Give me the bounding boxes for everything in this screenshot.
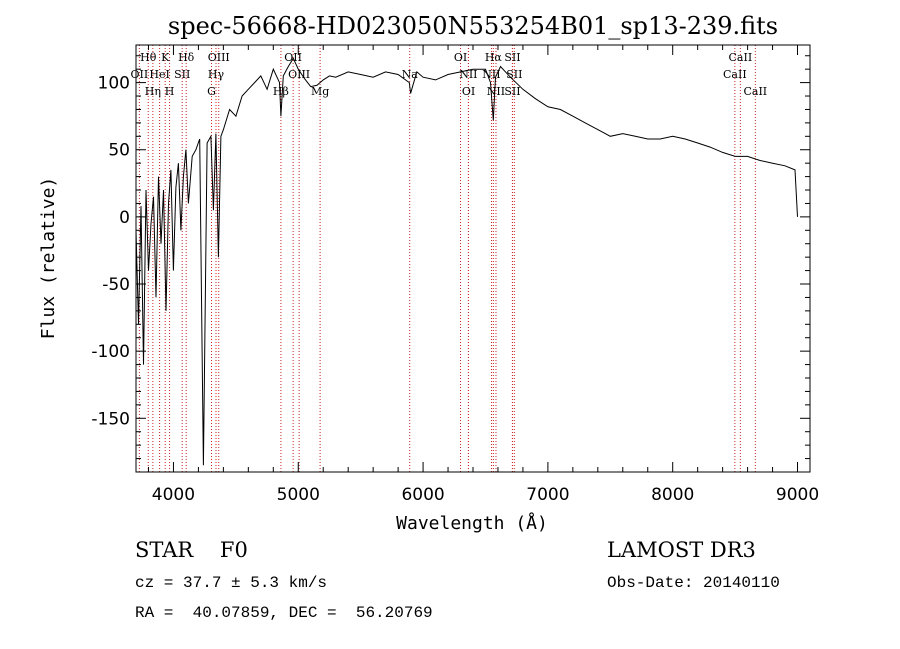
plot-frame — [135, 44, 811, 473]
obs-date-label: Obs-Date: 20140110 — [607, 574, 780, 592]
line-label-26: CaII — [723, 68, 747, 81]
line-label-18: OI — [462, 85, 475, 98]
line-label-20: SII — [504, 51, 520, 64]
spectrum-line — [135, 57, 798, 466]
line-label-11: OII — [284, 51, 302, 64]
y-axis-ticks: 100 50 0 -50 -100 -150 — [91, 55, 810, 460]
line-label-21: NII — [482, 68, 500, 81]
x-axis-label: Wavelength (Å) — [396, 512, 548, 534]
line-label-12: OIII — [288, 68, 310, 81]
line-label-9: Hγ — [208, 68, 225, 81]
y-tick-label-0: 100 — [98, 74, 130, 94]
x-axis-ticks: 4000 5000 6000 7000 8000 9000 — [147, 45, 819, 505]
x-tick-label-0: 4000 — [152, 485, 195, 505]
chart-title: spec-56668-HD023050N553254B01_sp13-239.f… — [168, 12, 778, 40]
line-label-22: SII — [506, 68, 522, 81]
x-tick-label-4: 8000 — [651, 485, 694, 505]
line-label-15: Na — [402, 68, 419, 81]
line-label-5: HeI — [149, 68, 169, 81]
line-label-13: Hβ — [273, 85, 289, 98]
x-tick-label-2: 6000 — [401, 485, 444, 505]
emission-line-labels: Hθ OII Hη K H HeI SII Hδ OIII Hγ G OII OIII Hβ Mg Na OI N… — [131, 51, 768, 98]
redshift-label: cz = 37.7 ± 5.3 km/s — [135, 574, 328, 592]
y-tick-label-4: -100 — [91, 342, 130, 362]
line-label-14: Mg — [311, 85, 329, 98]
line-label-0: Hθ — [140, 51, 157, 64]
object-class-label: STAR F0 — [135, 538, 248, 562]
line-label-27: CaII — [743, 85, 767, 98]
x-tick-label-1: 5000 — [277, 485, 320, 505]
coordinates-label: RA = 40.07859, DEC = 56.20769 — [135, 604, 433, 622]
line-label-16: OI — [454, 51, 467, 64]
line-label-3: K — [161, 51, 170, 64]
line-label-6: SII — [174, 68, 190, 81]
line-label-2: Hη — [145, 85, 161, 98]
y-tick-label-2: 0 — [119, 208, 130, 228]
survey-label: LAMOST DR3 — [607, 538, 756, 562]
line-label-24: SII — [504, 85, 520, 98]
y-axis-label: Flux (relative) — [38, 177, 59, 340]
y-tick-label-3: -50 — [102, 275, 130, 295]
line-label-7: Hδ — [178, 51, 195, 64]
line-label-23: NII — [487, 85, 505, 98]
line-label-1: OII — [131, 68, 149, 81]
x-tick-label-3: 7000 — [526, 485, 569, 505]
x-tick-label-5: 9000 — [776, 485, 819, 505]
line-label-4: H — [165, 85, 175, 98]
line-label-8: OIII — [208, 51, 230, 64]
y-tick-label-5: -150 — [91, 409, 130, 429]
emission-line-markers — [138, 45, 756, 472]
line-label-25: CaII — [729, 51, 753, 64]
line-label-19: Hα — [485, 51, 503, 64]
line-label-10: G — [207, 85, 216, 98]
y-tick-label-1: 50 — [108, 141, 130, 161]
